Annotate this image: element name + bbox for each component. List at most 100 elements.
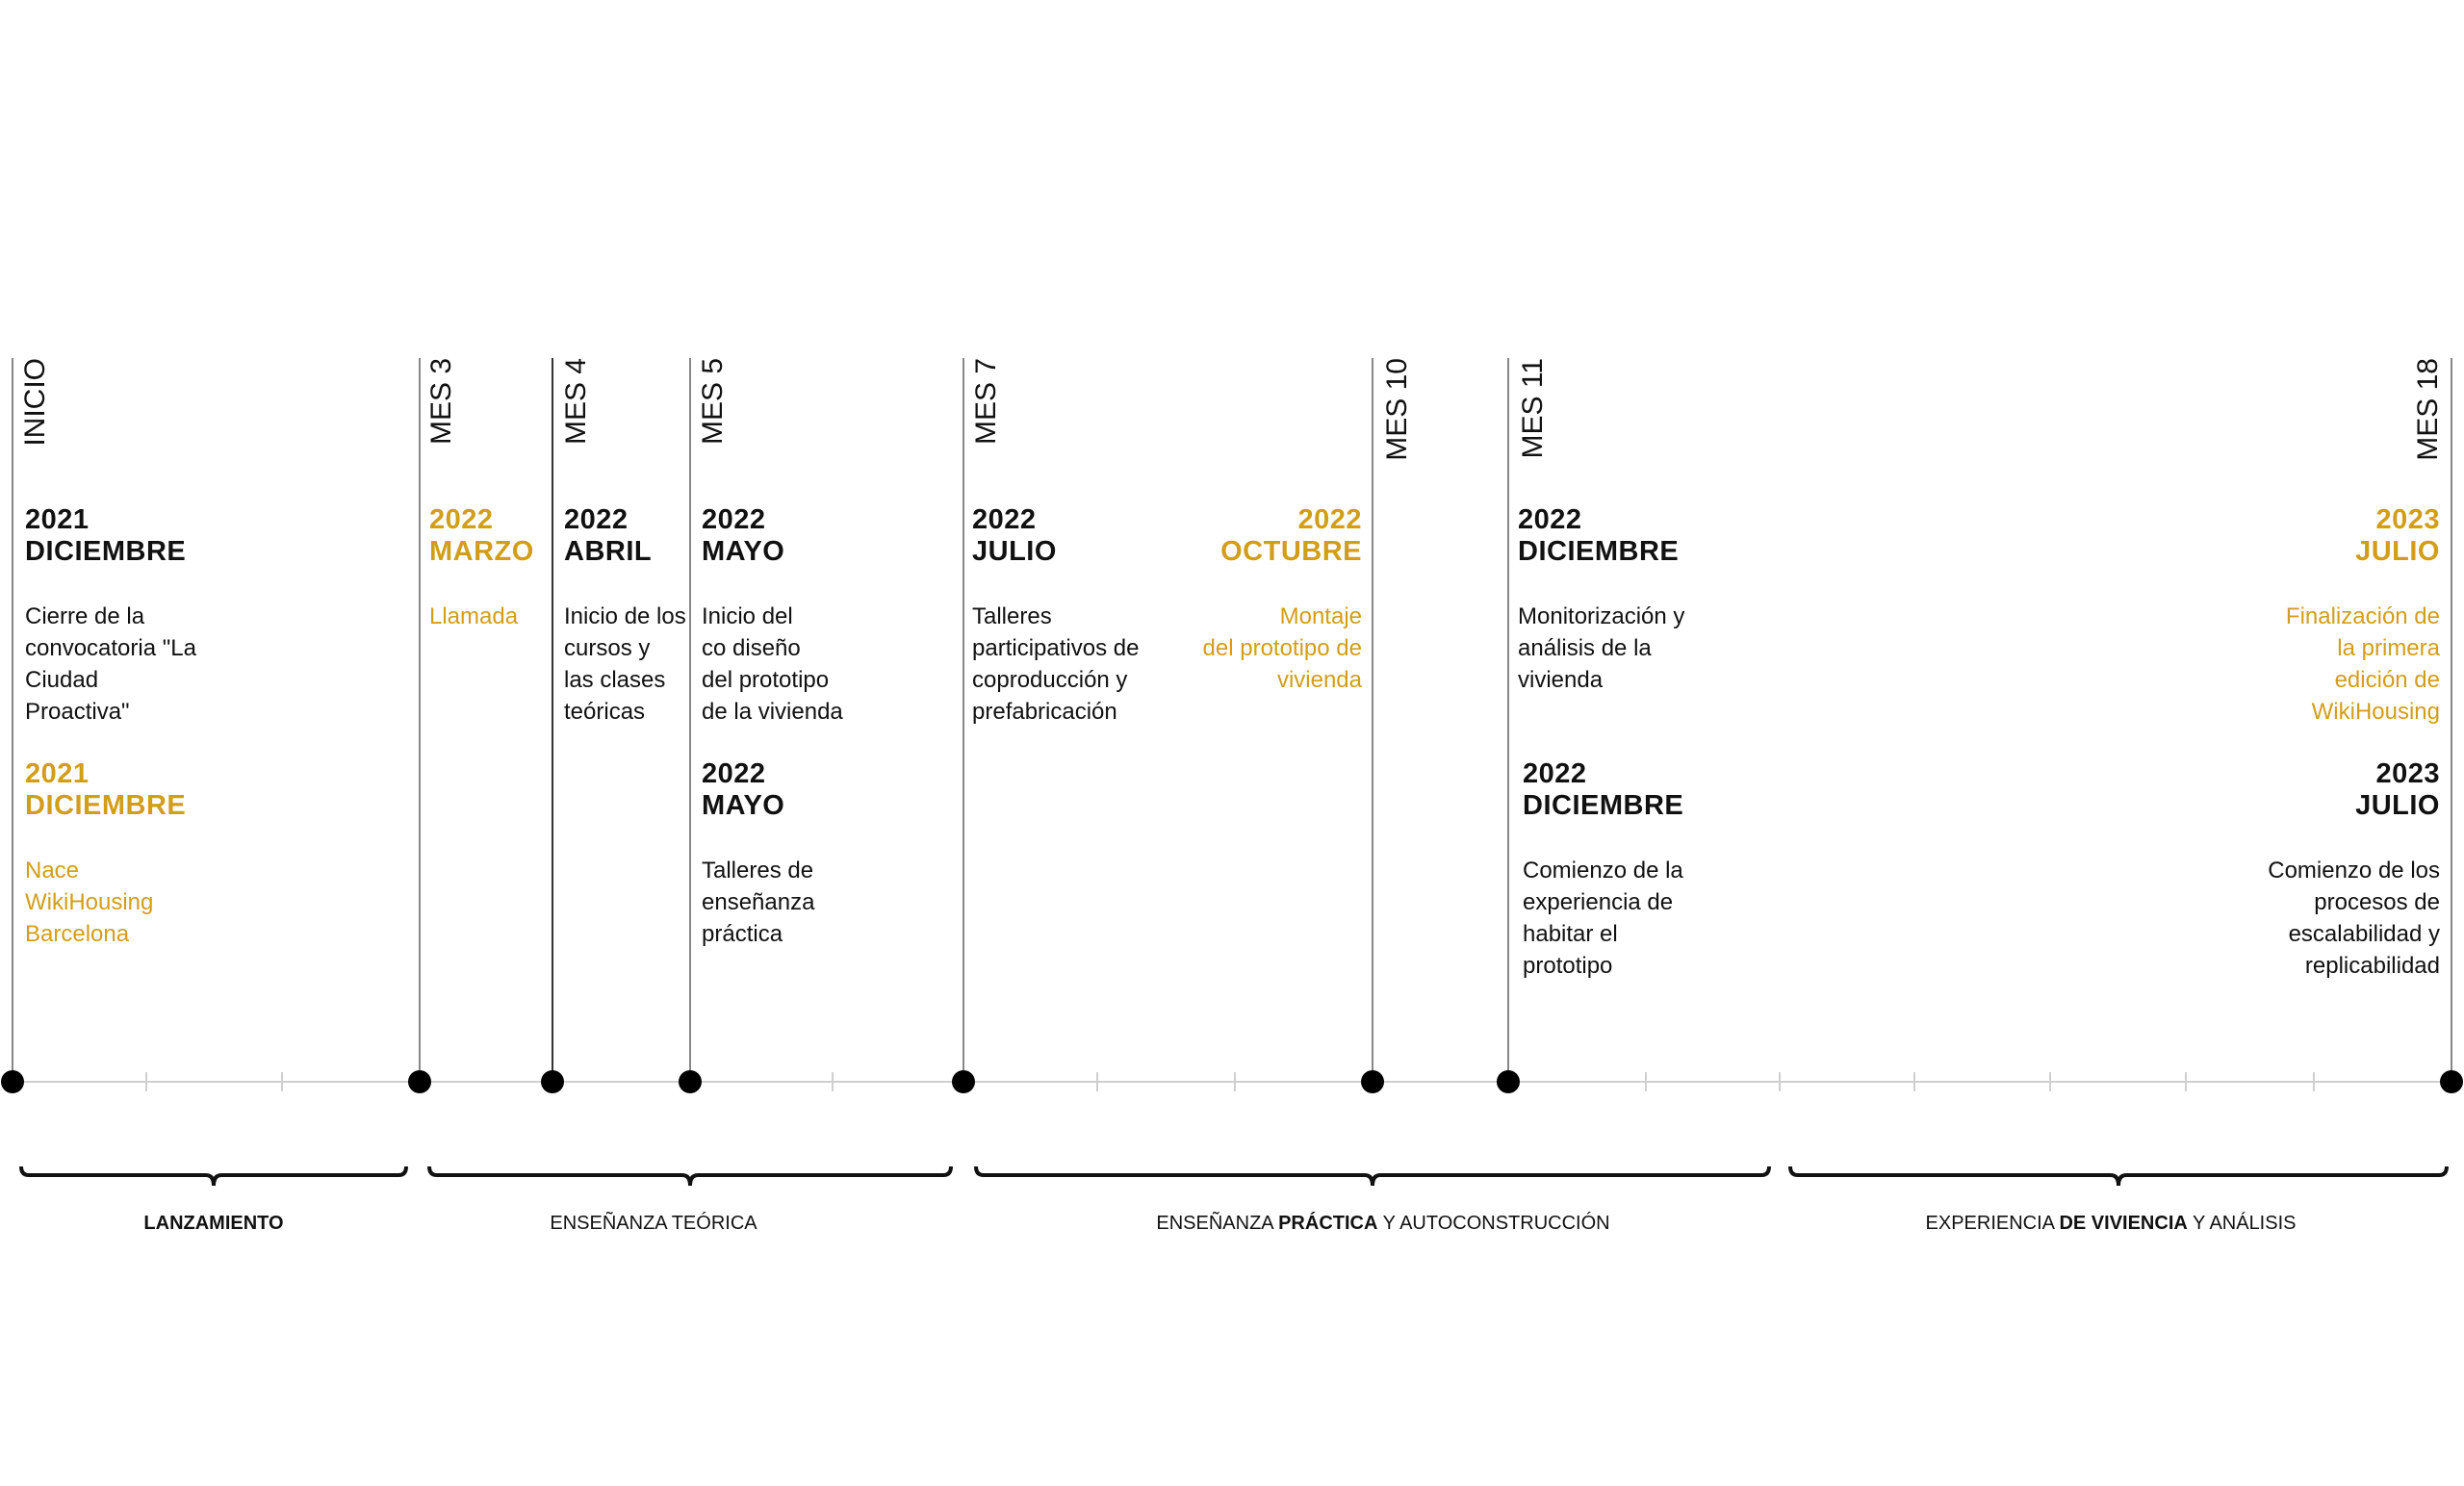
- event-line: las clases: [564, 667, 666, 693]
- event-line: vivienda: [1276, 667, 1362, 693]
- event-year: 2022: [429, 504, 494, 535]
- phase-brace: [974, 1166, 1771, 1187]
- event-month: JULIO: [2355, 790, 2440, 821]
- event-year: 2023: [2375, 758, 2440, 789]
- event-date: 2021 DICIEMBRE: [25, 504, 186, 568]
- event-line: WikiHousing: [25, 889, 154, 915]
- milestone-line-mes-7: [962, 358, 964, 1082]
- phase-label-text: Y AUTOCONSTRUCCIÓN: [1377, 1213, 1610, 1234]
- event-line: Talleres de: [702, 858, 814, 884]
- event-year: 2023: [2375, 504, 2440, 535]
- event-description: Talleres participativos de coproducción …: [972, 601, 1139, 728]
- milestone-line-mes-10: [1372, 358, 1373, 1082]
- event-line: Monitorización y: [1518, 603, 1685, 629]
- event-line: Inicio del: [702, 603, 793, 629]
- phase-label-text: ENSEÑANZA TEÓRICA: [550, 1213, 757, 1234]
- event-month: DICIEMBRE: [25, 536, 187, 567]
- event-description: Nace WikiHousing Barcelona: [25, 855, 153, 950]
- phase-label-bold: DE VIVIENCIA: [2059, 1213, 2188, 1234]
- event-date: 2022 MAYO: [702, 758, 784, 822]
- timeline-dot: [408, 1070, 431, 1093]
- timeline-dot: [1497, 1070, 1520, 1093]
- event-line: convocatoria "La: [25, 635, 196, 661]
- event-date: 2022 MAYO: [702, 504, 784, 568]
- event-date: 2022 MARZO: [429, 504, 534, 568]
- phase-brace: [427, 1166, 953, 1187]
- axis-tick: [832, 1072, 834, 1091]
- event-year: 2022: [702, 758, 766, 789]
- event-line: habitar el: [1523, 921, 1618, 947]
- phase-label-text: ENSEÑANZA: [1156, 1213, 1279, 1234]
- event-month: MAYO: [702, 536, 785, 567]
- event-line: Comienzo de los: [2268, 858, 2440, 884]
- event-year: 2022: [972, 504, 1037, 535]
- event-date: 2022 JULIO: [972, 504, 1057, 568]
- event-month: MARZO: [429, 536, 534, 567]
- timeline-dot: [679, 1070, 702, 1093]
- axis-tick: [1234, 1072, 1236, 1091]
- event-month: DICIEMBRE: [25, 790, 187, 821]
- event-line: Montaje: [1279, 603, 1362, 629]
- event-date: 2022 ABRIL: [564, 504, 652, 568]
- event-line: Inicio de los: [564, 603, 686, 629]
- event-description: Llamada: [429, 601, 518, 632]
- event-line: edición de: [2334, 667, 2440, 693]
- event-line: Llamada: [429, 603, 519, 629]
- event-line: experiencia de: [1523, 889, 1674, 915]
- phase-label-bold: PRÁCTICA: [1278, 1213, 1378, 1234]
- event-line: práctica: [702, 921, 783, 947]
- event-date: 2021 DICIEMBRE: [25, 758, 186, 822]
- event-year: 2022: [1518, 504, 1582, 535]
- milestone-line-mes-11: [1507, 358, 1509, 1082]
- milestone-label-mes-18: MES 18: [2412, 358, 2444, 461]
- timeline-axis: [12, 1081, 2452, 1083]
- phase-brace: [1788, 1166, 2449, 1187]
- milestone-label-mes-7: MES 7: [970, 358, 1002, 446]
- timeline-dot: [541, 1070, 564, 1093]
- axis-tick: [2049, 1072, 2051, 1091]
- milestone-line-mes-5: [689, 358, 691, 1082]
- milestone-label-mes-10: MES 10: [1381, 358, 1413, 461]
- event-month: JULIO: [2355, 536, 2440, 567]
- event-line: escalabilidad y: [2288, 921, 2440, 947]
- event-line: del prototipo de: [1202, 635, 1362, 661]
- event-date: 2023 JULIO: [2118, 504, 2440, 568]
- event-month: DICIEMBRE: [1518, 536, 1680, 567]
- event-date: 2022 DICIEMBRE: [1518, 504, 1679, 568]
- axis-tick: [2313, 1072, 2315, 1091]
- event-line: de la vivienda: [702, 699, 843, 725]
- event-line: Finalización de: [2285, 603, 2440, 629]
- event-line: participativos de: [972, 635, 1140, 661]
- axis-tick: [1779, 1072, 1781, 1091]
- phase-label-ensenanza-practica: ENSEÑANZA PRÁCTICA Y AUTOCONSTRUCCIÓN: [974, 1213, 1792, 1235]
- event-line: vivienda: [1518, 667, 1604, 693]
- milestone-line-mes-4: [552, 358, 553, 1082]
- event-description: Monitorización y análisis de la vivienda: [1518, 601, 1684, 696]
- event-line: teóricas: [564, 699, 646, 725]
- event-line: enseñanza: [702, 889, 815, 915]
- phase-brace: [19, 1166, 408, 1187]
- phase-label-ensenanza-teorica: ENSEÑANZA TEÓRICA: [427, 1213, 880, 1235]
- milestone-label-mes-5: MES 5: [697, 358, 729, 446]
- milestone-label-inicio: INICIO: [19, 358, 51, 447]
- event-description: Comienzo de los procesos de escalabilida…: [2118, 855, 2440, 982]
- axis-tick: [1096, 1072, 1098, 1091]
- event-description: Inicio de los cursos y las clases teóric…: [564, 601, 686, 728]
- event-line: WikiHousing: [2311, 699, 2440, 725]
- timeline-dot: [1361, 1070, 1384, 1093]
- axis-tick: [145, 1072, 147, 1091]
- timeline-dot: [952, 1070, 975, 1093]
- milestone-line-mes-18: [2451, 358, 2452, 1082]
- event-year: 2022: [1297, 504, 1362, 535]
- event-date: 2022 DICIEMBRE: [1523, 758, 1683, 822]
- milestone-label-mes-4: MES 4: [560, 358, 592, 446]
- event-line: prototipo: [1523, 953, 1613, 979]
- event-line: Nace: [25, 858, 80, 884]
- event-line: del prototipo: [702, 667, 830, 693]
- event-line: coproducción y: [972, 667, 1128, 693]
- event-year: 2022: [702, 504, 766, 535]
- event-year: 2021: [25, 758, 90, 789]
- event-line: Barcelona: [25, 921, 130, 947]
- milestone-label-mes-3: MES 3: [425, 358, 457, 446]
- axis-tick: [1645, 1072, 1647, 1091]
